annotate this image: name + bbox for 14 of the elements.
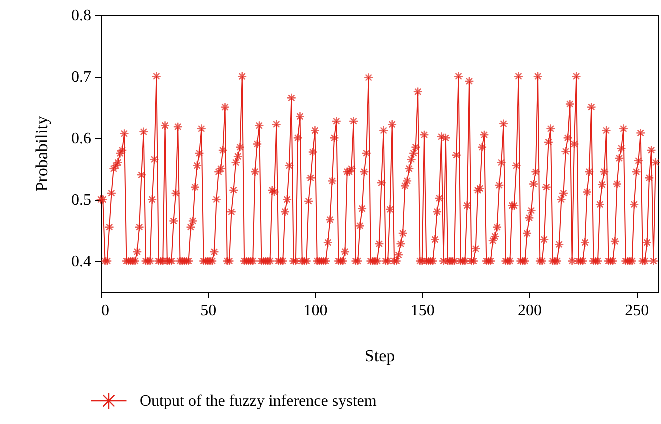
y-tick-label: 0.5 bbox=[72, 192, 92, 210]
y-tick-label: 0.4 bbox=[72, 254, 92, 271]
x-axis-title: Step bbox=[364, 346, 396, 366]
y-tick-label: 0.6 bbox=[72, 130, 92, 148]
x-tick-label: 200 bbox=[518, 302, 542, 320]
x-tick-label: 250 bbox=[625, 302, 650, 320]
y-axis-title: Probability bbox=[32, 116, 52, 192]
y-tick-label: 0.8 bbox=[72, 8, 92, 24]
x-tick-label: 50 bbox=[200, 302, 217, 320]
y-tick-label: 0.7 bbox=[72, 69, 92, 86]
x-tick-label: 100 bbox=[304, 302, 328, 320]
legend-label: Output of the fuzzy inference system bbox=[140, 393, 378, 410]
x-tick-label: 150 bbox=[410, 302, 435, 320]
x-tick-label: 0 bbox=[102, 302, 110, 320]
